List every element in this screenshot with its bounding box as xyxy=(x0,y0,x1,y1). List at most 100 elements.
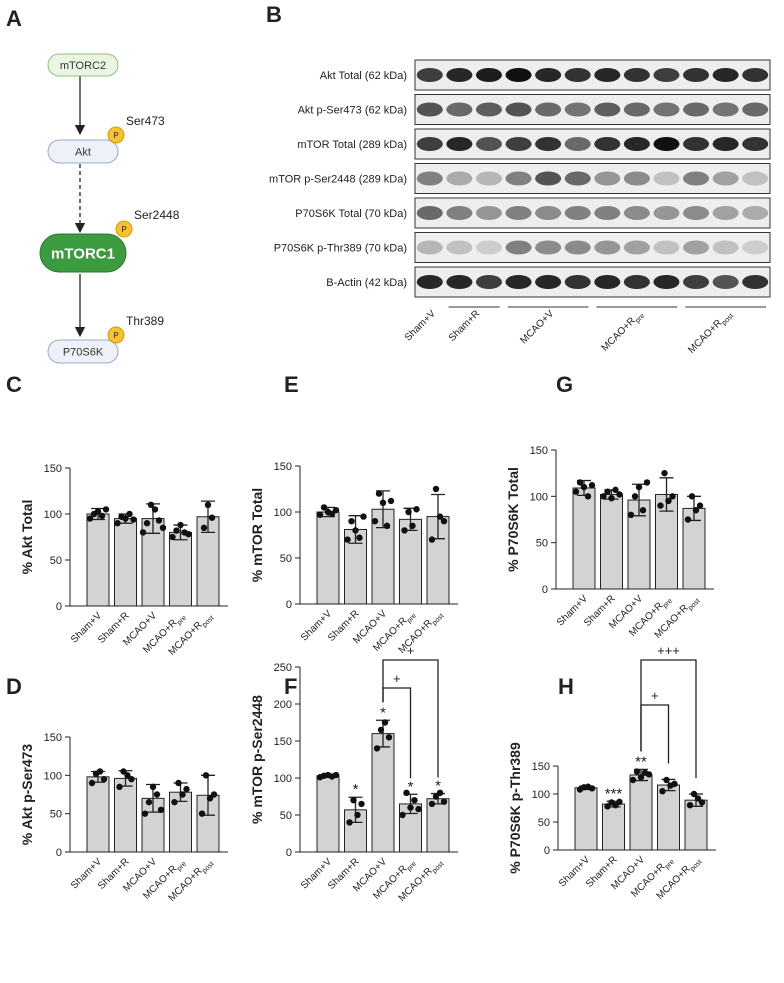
band xyxy=(653,171,680,186)
bar xyxy=(316,511,340,605)
band xyxy=(505,137,532,151)
band xyxy=(742,68,769,82)
data-point xyxy=(171,798,178,806)
data-point xyxy=(130,516,137,523)
band xyxy=(416,137,443,151)
band xyxy=(712,275,739,289)
data-point xyxy=(600,493,607,500)
data-point xyxy=(403,789,410,796)
data-point xyxy=(88,779,96,787)
band xyxy=(416,68,443,82)
data-point xyxy=(185,531,192,538)
data-point xyxy=(179,791,186,798)
band xyxy=(505,206,532,220)
data-point xyxy=(332,771,340,779)
band xyxy=(416,171,443,186)
site-label: Ser2448 xyxy=(134,208,180,222)
y-tick-label: 150 xyxy=(44,732,62,744)
category-sub: pre xyxy=(406,613,418,625)
band xyxy=(742,171,769,186)
data-point xyxy=(344,536,351,543)
y-tick-label: 50 xyxy=(50,555,62,567)
band xyxy=(446,68,473,82)
blot-frame xyxy=(414,94,771,125)
band xyxy=(535,240,562,255)
data-point xyxy=(696,502,704,509)
band xyxy=(535,275,562,289)
data-point xyxy=(346,819,353,826)
blot-frame xyxy=(414,163,771,194)
category-sub: pre xyxy=(176,861,188,873)
band xyxy=(712,171,739,186)
data-point xyxy=(379,499,387,506)
y-axis-label: % Akt p-Ser473 xyxy=(19,744,35,846)
node xyxy=(39,233,127,273)
band xyxy=(416,206,443,220)
band xyxy=(446,206,473,220)
phospho-mark xyxy=(115,220,133,238)
data-point xyxy=(177,521,184,529)
data-point xyxy=(580,483,588,491)
panel-letter: E xyxy=(284,372,299,397)
category-sub: post xyxy=(431,861,445,875)
data-point xyxy=(669,493,676,500)
category-sub: post xyxy=(689,859,703,873)
data-point xyxy=(153,791,161,798)
data-point xyxy=(584,493,592,500)
band xyxy=(742,137,769,151)
data-point xyxy=(436,513,444,520)
band xyxy=(475,137,502,151)
row-label: P70S6K p-Thr389 (70 kDa) xyxy=(274,243,407,255)
data-point xyxy=(360,513,367,520)
bar xyxy=(371,733,395,853)
data-point xyxy=(96,768,104,775)
y-tick-label: 150 xyxy=(532,761,550,773)
data-point xyxy=(139,529,147,536)
comparison-label: + xyxy=(393,671,401,686)
data-point xyxy=(114,520,121,527)
y-tick-label: 250 xyxy=(274,662,292,674)
band xyxy=(623,240,650,255)
data-point xyxy=(635,483,643,491)
band xyxy=(446,102,473,117)
panel-letter: C xyxy=(6,372,22,397)
group-name: Sham+R xyxy=(447,308,482,343)
node-label: Akt xyxy=(75,146,91,158)
data-point xyxy=(124,772,131,779)
band xyxy=(564,171,591,186)
y-tick-label: 0 xyxy=(542,584,548,596)
band xyxy=(594,102,621,117)
data-point xyxy=(401,527,408,534)
data-point xyxy=(320,504,328,511)
band xyxy=(475,102,502,117)
group-sub: pre xyxy=(634,313,646,325)
data-point xyxy=(387,497,395,505)
y-tick-label: 50 xyxy=(280,810,292,822)
band xyxy=(564,275,591,289)
band xyxy=(535,68,562,82)
band xyxy=(535,137,562,151)
data-point xyxy=(385,734,393,741)
data-point xyxy=(204,501,212,508)
band xyxy=(742,102,769,117)
data-point xyxy=(151,506,159,513)
node-label: P70S6K xyxy=(63,346,104,358)
x-tick-label: MCAO+Rpost xyxy=(653,593,702,642)
y-tick-label: 0 xyxy=(56,847,62,859)
data-point xyxy=(383,522,391,529)
node xyxy=(47,139,119,164)
category-sub: pre xyxy=(664,859,676,871)
data-point xyxy=(440,518,448,525)
node-label: mTORC2 xyxy=(60,60,106,72)
phospho-mark xyxy=(107,126,125,144)
band xyxy=(653,68,680,82)
band xyxy=(683,240,710,255)
data-point xyxy=(692,507,700,514)
data-point xyxy=(405,508,412,516)
group-label: Sham+V xyxy=(403,308,438,343)
data-point xyxy=(399,811,406,819)
data-point xyxy=(436,789,444,796)
blot-frame xyxy=(414,128,771,160)
band xyxy=(594,206,621,220)
